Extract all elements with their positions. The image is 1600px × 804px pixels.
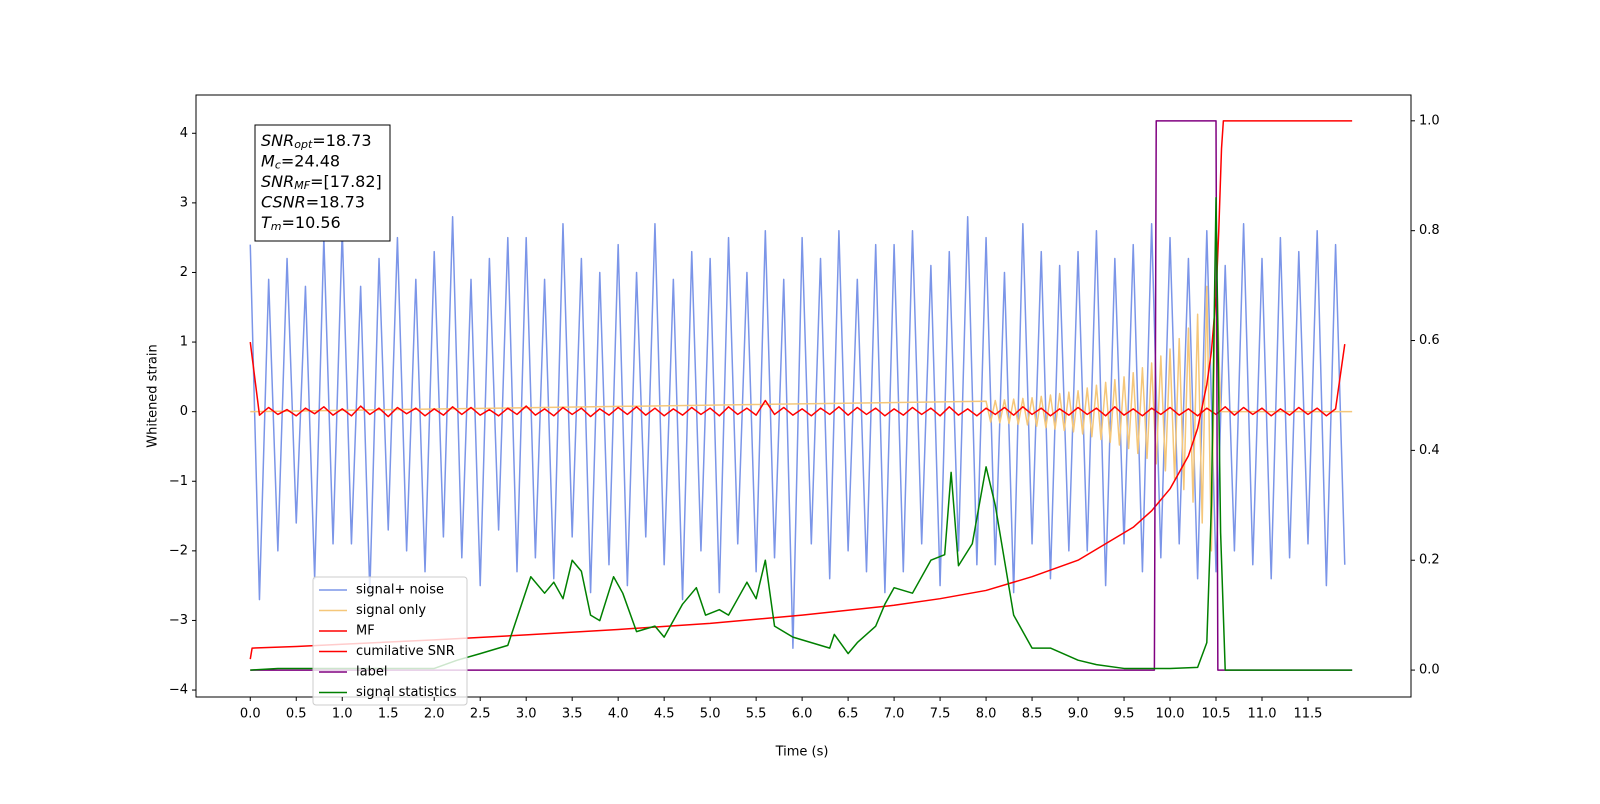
x-tick-label: 7.0 bbox=[884, 707, 905, 722]
annotation-subscript: c bbox=[275, 159, 281, 172]
annotation-value: =18.73 bbox=[306, 192, 365, 211]
series-line bbox=[249, 341, 1346, 418]
x-tick-label: 2.0 bbox=[424, 707, 445, 722]
y2-tick-label: 0.4 bbox=[1419, 443, 1440, 458]
y2-tick-label: 0.6 bbox=[1419, 333, 1440, 348]
annotation-symbol: SNR bbox=[261, 131, 294, 150]
annotation-value: =10.56 bbox=[282, 213, 341, 232]
y-tick-label: −2 bbox=[169, 543, 188, 558]
y-tick-label: 2 bbox=[180, 265, 188, 280]
x-tick-label: 6.5 bbox=[838, 707, 859, 722]
annotation-symbol: CSNR bbox=[261, 192, 306, 211]
x-tick-label: 0.0 bbox=[240, 707, 261, 722]
legend-label: cumilative SNR bbox=[356, 644, 455, 659]
x-tick-label: 9.0 bbox=[1068, 707, 1089, 722]
series-line bbox=[250, 196, 1353, 671]
x-tick-label: 8.0 bbox=[976, 707, 997, 722]
y-tick-label: 0 bbox=[180, 404, 188, 419]
series-line bbox=[249, 216, 1346, 650]
legend-label: signal statistics bbox=[356, 685, 457, 700]
legend-label: label bbox=[356, 665, 387, 680]
x-tick-label: 3.0 bbox=[516, 707, 537, 722]
y-tick-label: 3 bbox=[180, 195, 188, 210]
annotation-line: CSNR=18.73 bbox=[261, 192, 365, 211]
annotation-subscript: opt bbox=[294, 138, 313, 151]
x-tick-label: 1.0 bbox=[332, 707, 353, 722]
x-tick-label: 8.5 bbox=[1022, 707, 1043, 722]
legend: signal+ noise signal only MF cumilative SNR… bbox=[312, 576, 468, 706]
x-tick-label: 11.5 bbox=[1294, 707, 1323, 722]
x-tick-label: 5.0 bbox=[700, 707, 721, 722]
y-tick-label: −3 bbox=[169, 613, 188, 628]
annotation-lines: SNRopt=18.73Mc=24.48SNRMF=[17.82]CSNR=18… bbox=[261, 131, 382, 234]
y-tick-label: 4 bbox=[180, 126, 188, 141]
x-tick-label: 0.5 bbox=[286, 707, 307, 722]
annotation-symbol: M bbox=[261, 151, 275, 170]
y2-tick-label: 0.8 bbox=[1419, 223, 1440, 238]
x-tick-label: 4.5 bbox=[654, 707, 675, 722]
x-tick-label: 5.5 bbox=[746, 707, 767, 722]
x-tick-label: 6.0 bbox=[792, 707, 813, 722]
y-tick-label: 1 bbox=[180, 335, 188, 350]
annotation-value: =18.73 bbox=[312, 131, 371, 150]
annotation-line: Mc=24.48 bbox=[261, 151, 340, 172]
y2-tick-label: 1.0 bbox=[1419, 113, 1440, 128]
annotation-symbol: SNR bbox=[261, 172, 294, 191]
plot-frame bbox=[195, 94, 1412, 698]
x-tick-label: 1.5 bbox=[378, 707, 399, 722]
annotation-line: Tm=10.56 bbox=[261, 213, 341, 234]
y2-tick-label: 0.2 bbox=[1419, 553, 1440, 568]
x-tick-label: 10.0 bbox=[1156, 707, 1185, 722]
annotation-line: SNRMF=[17.82] bbox=[261, 172, 382, 193]
annotation-value: =[17.82] bbox=[310, 172, 382, 191]
annotation-box: SNRopt=18.73Mc=24.48SNRMF=[17.82]CSNR=18… bbox=[254, 124, 391, 242]
x-axis-label: Time (s) bbox=[775, 745, 829, 760]
annotation-value: =24.48 bbox=[281, 151, 340, 170]
x-tick-label: 4.0 bbox=[608, 707, 629, 722]
x-tick-label: 3.5 bbox=[562, 707, 583, 722]
annotation-line: SNRopt=18.73 bbox=[261, 131, 372, 152]
y-tick-label: −4 bbox=[169, 683, 188, 698]
x-tick-label: 11.0 bbox=[1248, 707, 1277, 722]
x-tick-label: 2.5 bbox=[470, 707, 491, 722]
legend-label: MF bbox=[356, 624, 375, 639]
annotation-subscript: MF bbox=[294, 179, 310, 192]
y-axis-label: Whitened strain bbox=[146, 344, 161, 447]
x-tick-label: 7.5 bbox=[930, 707, 951, 722]
annotation-subscript: m bbox=[271, 220, 282, 233]
y2-tick-label: 0.0 bbox=[1419, 663, 1440, 678]
legend-label: signal+ noise bbox=[356, 583, 444, 598]
legend-label: signal only bbox=[356, 603, 426, 618]
annotation-symbol: T bbox=[261, 213, 272, 232]
x-tick-label: 9.5 bbox=[1114, 707, 1135, 722]
x-tick-label: 10.5 bbox=[1202, 707, 1231, 722]
legend-frame bbox=[312, 576, 468, 706]
y-tick-label: −1 bbox=[169, 474, 188, 489]
annotation-frame bbox=[254, 124, 391, 242]
